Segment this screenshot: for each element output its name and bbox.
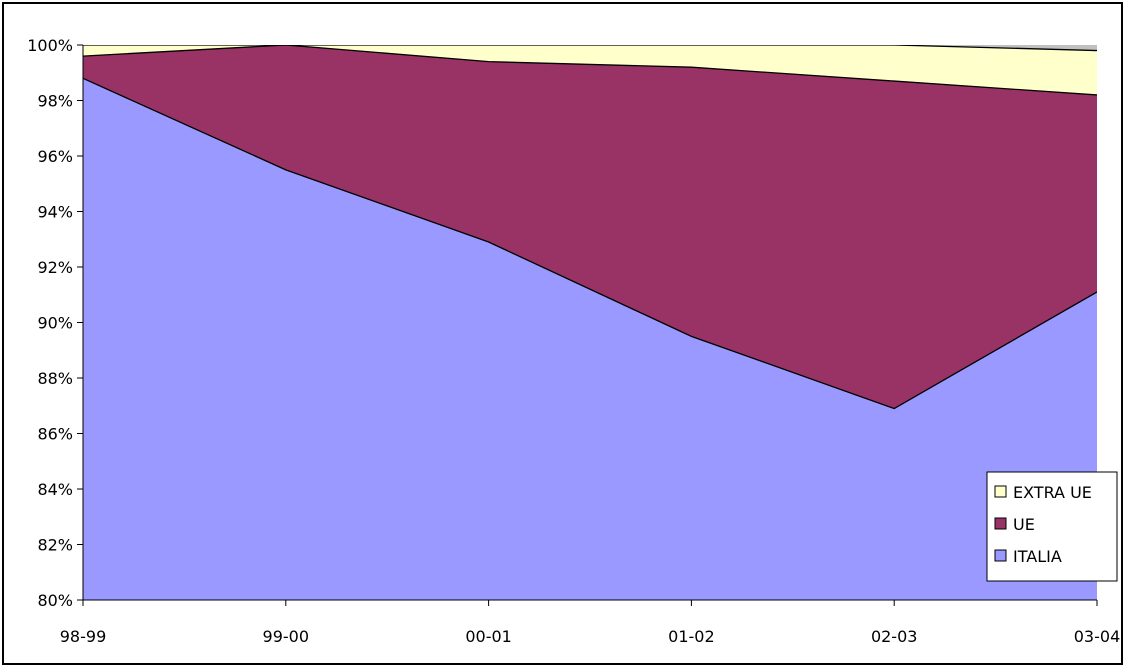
y-tick-label: 82% — [37, 536, 73, 555]
y-tick-label: 88% — [37, 369, 73, 388]
x-tick-label: 98-99 — [60, 627, 107, 646]
legend-label-italia: ITALIA — [1013, 547, 1062, 566]
x-tick-label: 02-03 — [871, 627, 918, 646]
areas — [83, 45, 1097, 600]
area-ue — [83, 45, 1097, 409]
y-tick-label: 96% — [37, 147, 73, 166]
legend-box — [986, 471, 1118, 582]
area-series-4 — [83, 45, 1097, 51]
y-tick-label: 94% — [37, 203, 73, 222]
area-italia — [83, 78, 1097, 600]
legend-label-ue: UE — [1013, 515, 1035, 534]
legend-label-extra-ue: EXTRA UE — [1013, 483, 1092, 502]
x-tick-label: 99-00 — [263, 627, 310, 646]
y-tick-label: 80% — [37, 591, 73, 610]
legend-swatch-ue — [994, 517, 1007, 530]
x-tick-label: 01-02 — [668, 627, 715, 646]
line-extra-ue — [83, 45, 1097, 52]
legend-swatch-italia — [994, 549, 1007, 562]
x-tick-label: 03-04 — [1074, 627, 1121, 646]
y-tick-label: 86% — [37, 425, 73, 444]
y-tick-label: 90% — [37, 314, 73, 333]
y-tick-label: 92% — [37, 258, 73, 277]
line-italia — [83, 77, 1097, 410]
y-tick-label: 98% — [37, 92, 73, 111]
line-ue — [83, 45, 1097, 96]
y-tick-label: 84% — [37, 480, 73, 499]
x-tick-label: 00-01 — [465, 627, 512, 646]
legend-swatch-extra-ue — [994, 485, 1007, 498]
legend: EXTRA UE UE ITALIA — [986, 471, 1118, 582]
area-extra-ue — [83, 45, 1097, 95]
y-tick-label: 100% — [27, 36, 73, 55]
